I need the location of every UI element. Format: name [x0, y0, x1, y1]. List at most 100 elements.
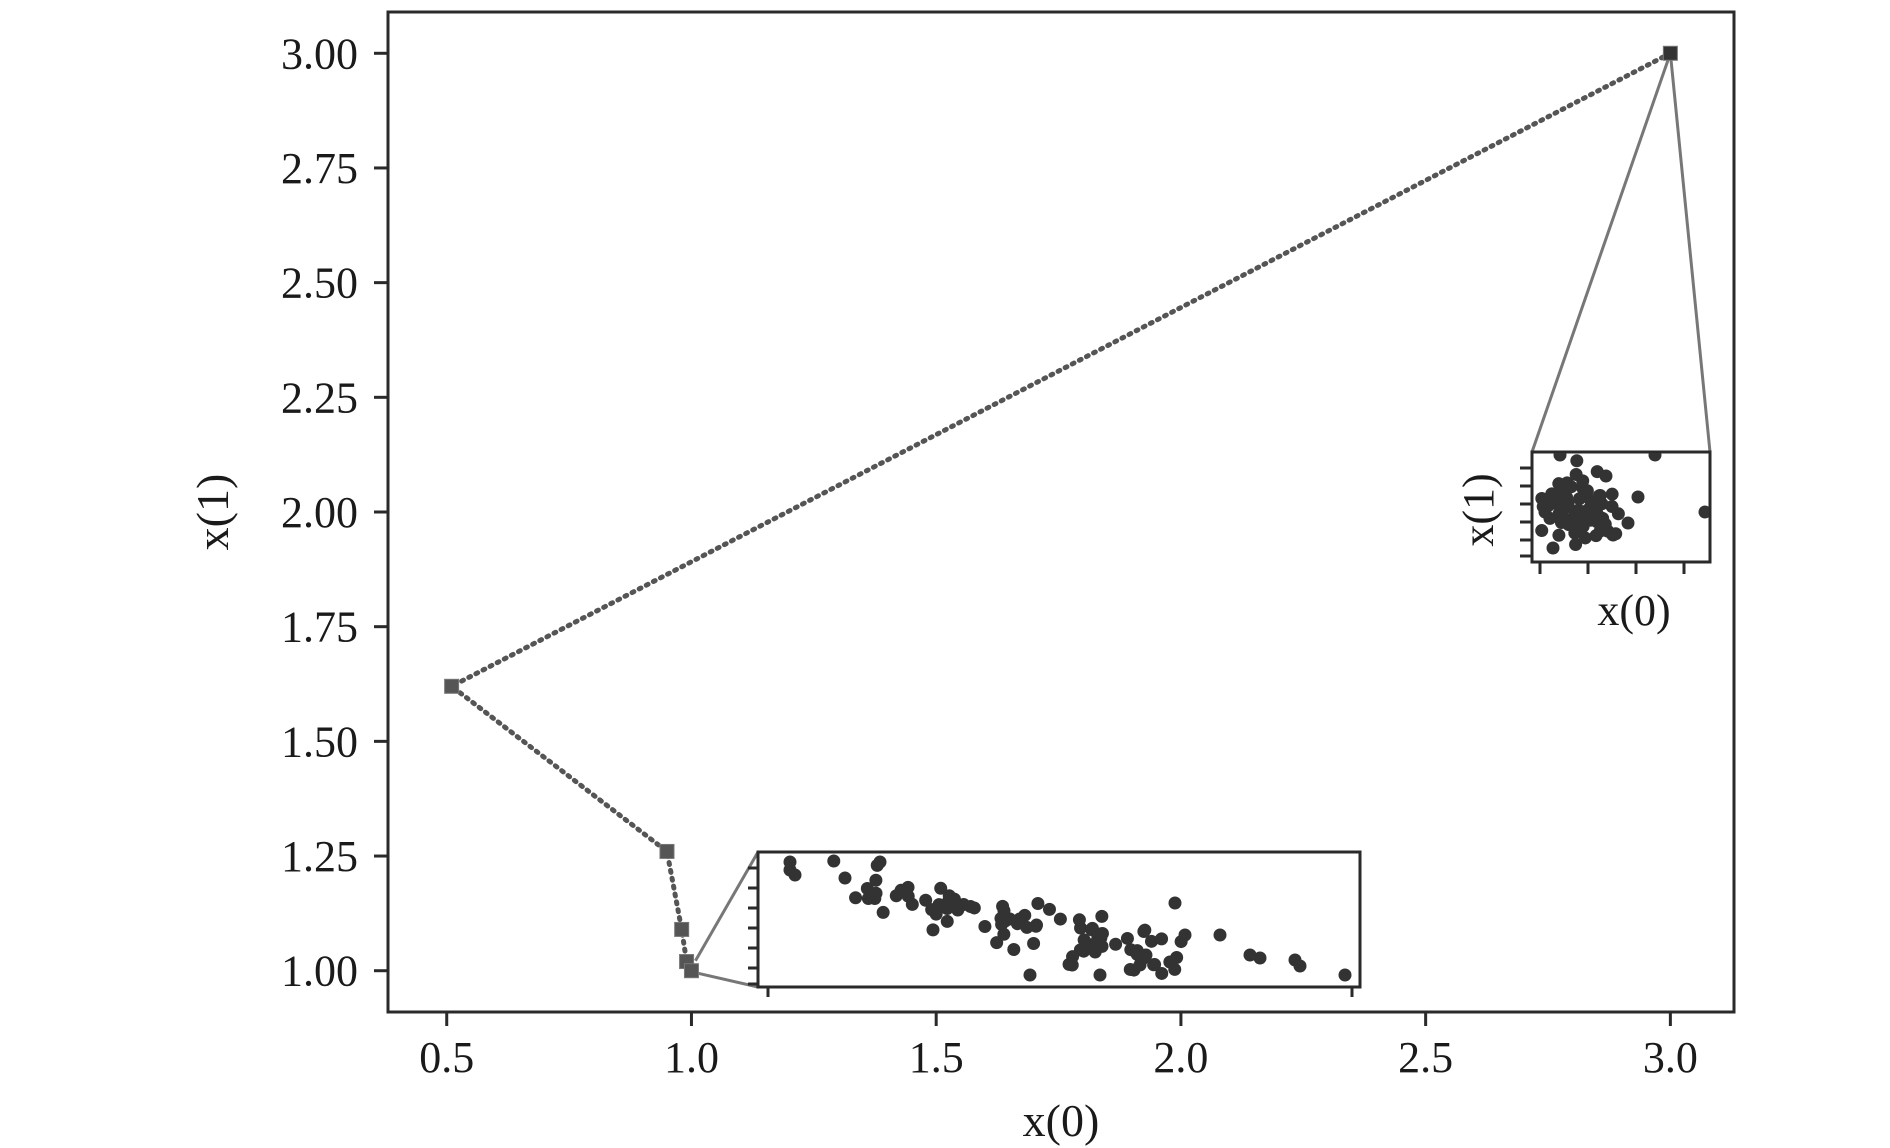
series-marker	[444, 678, 460, 694]
inset-spread-point	[869, 873, 883, 887]
series-marker	[683, 963, 699, 979]
inset-spread-point	[940, 914, 954, 928]
inset-spread-point	[1138, 923, 1152, 937]
inset-spread-point	[860, 882, 874, 896]
y-tick-label: 2.00	[281, 488, 358, 537]
inset-spread-point	[1018, 908, 1032, 922]
inset-spread-point	[929, 907, 943, 921]
zoom-connectors	[694, 52, 1712, 989]
inset-spread-point	[1042, 902, 1056, 916]
inset-cluster-point	[1578, 531, 1592, 545]
inset-cluster-point	[1621, 516, 1635, 530]
inset-spread-point	[940, 901, 954, 915]
inset-cluster-point	[1560, 490, 1574, 504]
inset-cluster-point	[1569, 537, 1583, 551]
inset-spread-point	[1168, 962, 1182, 976]
y-axis-label: x(1)	[187, 474, 238, 551]
inset-spread-point	[1093, 968, 1107, 982]
inset-cluster-point	[1572, 492, 1586, 506]
inset-cluster-point	[1560, 500, 1574, 514]
y-tick-label: 2.25	[281, 373, 358, 422]
inset-spread-point	[783, 863, 797, 877]
series-marker	[659, 843, 675, 859]
inset-spread-point	[942, 889, 956, 903]
inset-spread-point	[1073, 943, 1087, 957]
inset-spread-points	[783, 854, 1352, 982]
inset-spread-point	[990, 936, 1004, 950]
inset-cluster-point	[1545, 487, 1559, 501]
inset-cluster-point	[1561, 515, 1575, 529]
inset-cluster-point	[1590, 465, 1604, 479]
inset-spread-point	[827, 854, 841, 868]
inset-spread-point	[1077, 933, 1091, 947]
inset-spread-point	[876, 905, 890, 919]
inset-cluster-point	[1557, 479, 1571, 493]
inset-spread-point	[1091, 930, 1105, 944]
inset-spread-point	[1007, 943, 1021, 957]
inset-spread-point	[1253, 951, 1267, 965]
inset-spread-point	[849, 891, 863, 905]
inset-spread-point	[1133, 958, 1147, 972]
inset-spread-point	[901, 889, 915, 903]
inset-spread-point	[1120, 931, 1134, 945]
inset-spread-point	[934, 881, 948, 895]
inset-spread-point	[1213, 928, 1227, 942]
inset-spread-point	[1144, 934, 1158, 948]
inset-cluster-connector	[1668, 53, 1712, 453]
inset-spread	[748, 850, 1362, 997]
inset-cluster-point	[1605, 487, 1619, 501]
inset-spread-connector	[694, 851, 760, 962]
y-tick-label: 1.25	[281, 832, 358, 881]
inset-spread-point	[1293, 959, 1307, 973]
y-tick-label: 1.50	[281, 717, 358, 766]
x-tick-label: 1.0	[664, 1033, 719, 1082]
inset-spread-point	[1170, 950, 1184, 964]
inset-cluster-point	[1631, 490, 1645, 504]
inset-cluster-point	[1570, 454, 1584, 468]
inset-spread-point	[1109, 937, 1123, 951]
x-tick-label: 2.0	[1153, 1033, 1208, 1082]
inset-cluster-point	[1576, 474, 1590, 488]
inset-spread-point	[1095, 909, 1109, 923]
inset-cluster: x(0) x(1)	[1454, 450, 1712, 635]
inset-cluster-point	[1648, 453, 1662, 462]
inset-cluster-point	[1535, 524, 1549, 538]
inset-cluster-point	[1593, 524, 1607, 538]
inset-spread-point	[1031, 897, 1045, 911]
inset-spread-point	[1123, 962, 1137, 976]
inset-spread-point	[995, 917, 1009, 931]
inset-spread-point	[1020, 920, 1034, 934]
inset-cluster-point	[1538, 505, 1552, 519]
x-axis-label: x(0)	[1023, 1095, 1100, 1146]
inset-cluster-point	[1546, 541, 1560, 555]
inset-cluster-points	[1535, 453, 1709, 555]
x-tick-label: 1.5	[909, 1033, 964, 1082]
y-tick-label: 2.75	[281, 144, 358, 193]
y-tick-label: 1.00	[281, 947, 358, 996]
y-tick-label: 3.00	[281, 29, 358, 78]
inset-spread-point	[1072, 913, 1086, 927]
inset-spread-point	[978, 920, 992, 934]
inset-spread-connector	[695, 971, 759, 989]
inset-cluster-point	[1698, 505, 1709, 519]
inset-cluster-point	[1580, 484, 1594, 498]
inset-spread-point	[1243, 948, 1257, 962]
inset-cluster-point	[1581, 506, 1595, 520]
inset-spread-point	[1053, 912, 1067, 926]
y-axis: 1.00 1.25 1.50 1.75 2.00 2.25 2.50 2.75 3.00	[281, 29, 388, 996]
inset-spread-point	[861, 891, 875, 905]
inset-spread-point	[1065, 958, 1079, 972]
inset-spread-point	[1027, 937, 1041, 951]
inset-cluster-xlabel: x(0)	[1597, 586, 1670, 635]
x-tick-label: 2.5	[1398, 1033, 1453, 1082]
inset-spread-ticks	[748, 866, 1354, 997]
series-layer	[444, 45, 1678, 979]
y-tick-label: 2.50	[281, 259, 358, 308]
inset-cluster-ticks	[1520, 466, 1686, 574]
inset-spread-point	[1178, 928, 1192, 942]
inset-cluster-point	[1595, 497, 1609, 511]
inset-cluster-connector	[1530, 52, 1672, 453]
inset-cluster-point	[1606, 528, 1620, 542]
y-tick-label: 1.75	[281, 603, 358, 652]
